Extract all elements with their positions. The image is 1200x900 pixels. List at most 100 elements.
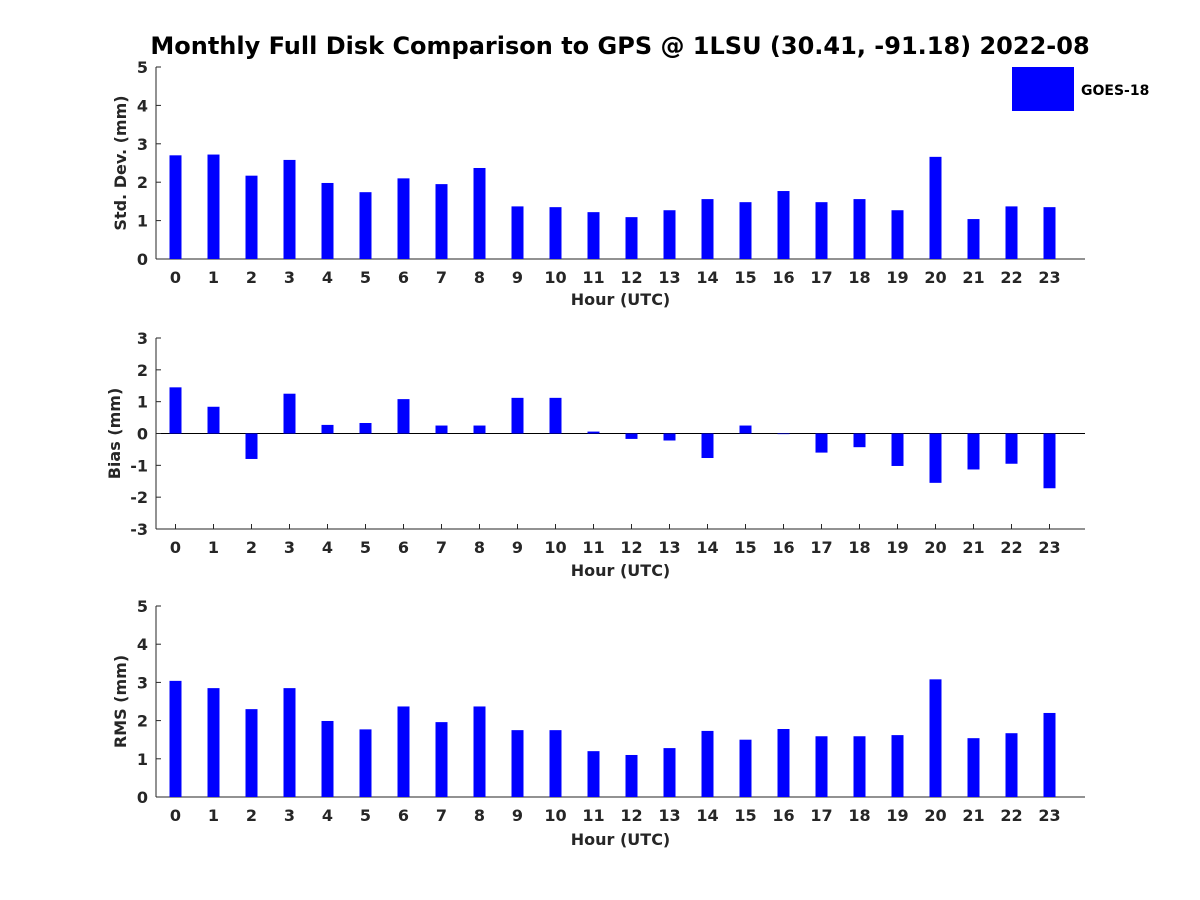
std-dev-x-tick-label: 11 — [582, 268, 604, 287]
rms-y-tick-label: 5 — [137, 597, 148, 616]
rms-bar-hour-21 — [967, 738, 980, 797]
bias-y-tick-label: 2 — [137, 361, 148, 380]
std-dev-bar-hour-5 — [359, 192, 372, 259]
legend: GOES-18 — [1012, 67, 1149, 111]
rms-x-tick-label: 9 — [512, 806, 523, 825]
std-dev-x-tick-label: 19 — [886, 268, 908, 287]
std-dev-x-tick-label: 20 — [924, 268, 946, 287]
std-dev-x-tick-label: 23 — [1038, 268, 1060, 287]
std-dev-x-tick-label: 2 — [246, 268, 257, 287]
std-dev-bar-hour-4 — [321, 182, 334, 259]
rms-x-tick-label: 11 — [582, 806, 604, 825]
bias-x-tick-label: 7 — [436, 538, 447, 557]
rms-x-tick-label: 7 — [436, 806, 447, 825]
std-dev-bar-hour-14 — [701, 199, 714, 259]
rms-x-tick-label: 12 — [620, 806, 642, 825]
bias-bar-hour-9 — [511, 397, 524, 434]
rms-x-tick-label: 6 — [398, 806, 409, 825]
bias-bar-hour-6 — [397, 399, 410, 434]
std-dev-bar-hour-2 — [245, 175, 258, 259]
rms-x-tick-label: 5 — [360, 806, 371, 825]
rms-bar-hour-19 — [891, 735, 904, 797]
bias-x-tick-label: 6 — [398, 538, 409, 557]
rms-bar-hour-22 — [1005, 733, 1018, 797]
std-dev-bar-hour-17 — [815, 202, 828, 259]
rms-x-tick-label: 15 — [734, 806, 756, 825]
rms-x-tick-label: 8 — [474, 806, 485, 825]
bias-x-tick-label: 9 — [512, 538, 523, 557]
std-dev-x-tick-label: 21 — [962, 268, 984, 287]
bias-x-tick-label: 12 — [620, 538, 642, 557]
legend-label-goes-18: GOES-18 — [1081, 83, 1149, 99]
rms-x-tick-label: 3 — [284, 806, 295, 825]
rms-bar-hour-5 — [359, 729, 372, 797]
bias-x-tick-label: 23 — [1038, 538, 1060, 557]
rms-y-tick-label: 0 — [137, 788, 148, 807]
rms-y-tick-label: 4 — [137, 635, 148, 654]
std-dev-bar-hour-16 — [777, 191, 790, 259]
bias-bar-hour-3 — [283, 393, 296, 434]
bias-bar-hour-18 — [853, 433, 866, 448]
std-dev-x-tick-label: 10 — [544, 268, 566, 287]
rms-bar-hour-13 — [663, 748, 676, 797]
std-dev-bar-hour-12 — [625, 217, 638, 259]
rms-x-tick-label: 20 — [924, 806, 946, 825]
std-dev-y-tick-label: 1 — [137, 212, 148, 231]
std-dev-bar-hour-19 — [891, 210, 904, 259]
bias-x-axis-label: Hour (UTC) — [571, 561, 671, 580]
std-dev-x-tick-label: 12 — [620, 268, 642, 287]
bias-x-tick-label: 17 — [810, 538, 832, 557]
rms-bar-hour-0 — [169, 680, 182, 797]
bias-bar-hour-23 — [1043, 433, 1056, 489]
rms-bar-hour-7 — [435, 722, 448, 797]
bias-bar-hour-22 — [1005, 433, 1018, 464]
std-dev-y-tick-label: 4 — [137, 96, 148, 115]
std-dev-bar-hour-10 — [549, 207, 562, 259]
rms-bar-hour-15 — [739, 739, 752, 797]
rms-bar-hour-23 — [1043, 712, 1056, 797]
rms-bar-hour-9 — [511, 730, 524, 797]
bias-x-tick-label: 19 — [886, 538, 908, 557]
rms-x-tick-label: 21 — [962, 806, 984, 825]
std-dev-y-tick-label: 5 — [137, 58, 148, 77]
bias-x-tick-label: 14 — [696, 538, 718, 557]
bias-x-tick-label: 0 — [170, 538, 181, 557]
std-dev-x-tick-label: 14 — [696, 268, 718, 287]
std-dev-bar-hour-23 — [1043, 207, 1056, 259]
std-dev-bar-hour-22 — [1005, 206, 1018, 259]
std-dev-x-tick-label: 17 — [810, 268, 832, 287]
bias-bar-hour-7 — [435, 425, 448, 434]
rms-bar-hour-1 — [207, 688, 220, 797]
bias-bar-hour-1 — [207, 406, 220, 434]
std-dev-x-tick-label: 1 — [208, 268, 219, 287]
rms-x-tick-label: 18 — [848, 806, 870, 825]
bias-bar-hour-4 — [321, 424, 334, 434]
std-dev-x-tick-label: 8 — [474, 268, 485, 287]
std-dev-bar-hour-15 — [739, 202, 752, 259]
rms-bar-hour-12 — [625, 754, 638, 797]
std-dev-x-tick-label: 3 — [284, 268, 295, 287]
bias-x-tick-label: 16 — [772, 538, 794, 557]
std-dev-bar-hour-11 — [587, 212, 600, 259]
bias-y-tick-label: -1 — [130, 456, 148, 475]
bias-bar-hour-8 — [473, 425, 486, 434]
bias-bar-hour-0 — [169, 387, 182, 434]
bias-y-tick-label: -3 — [130, 520, 148, 539]
rms-x-axis-label: Hour (UTC) — [571, 830, 671, 849]
std-dev-bar-hour-3 — [283, 159, 296, 259]
rms-x-tick-label: 0 — [170, 806, 181, 825]
rms-x-tick-label: 16 — [772, 806, 794, 825]
std-dev-y-tick-label: 2 — [137, 173, 148, 192]
std-dev-y-axis-label: Std. Dev. (mm) — [111, 95, 130, 230]
rms-bar-hour-11 — [587, 751, 600, 797]
bias-y-tick-label: -2 — [130, 488, 148, 507]
std-dev-y-tick-label: 3 — [137, 135, 148, 154]
rms-x-tick-label: 23 — [1038, 806, 1060, 825]
bias-x-tick-label: 8 — [474, 538, 485, 557]
std-dev-bar-hour-20 — [929, 156, 942, 259]
std-dev-x-tick-label: 9 — [512, 268, 523, 287]
bias-bar-hour-12 — [625, 433, 638, 439]
bias-x-tick-label: 22 — [1000, 538, 1022, 557]
bias-bar-hour-11 — [587, 431, 600, 434]
